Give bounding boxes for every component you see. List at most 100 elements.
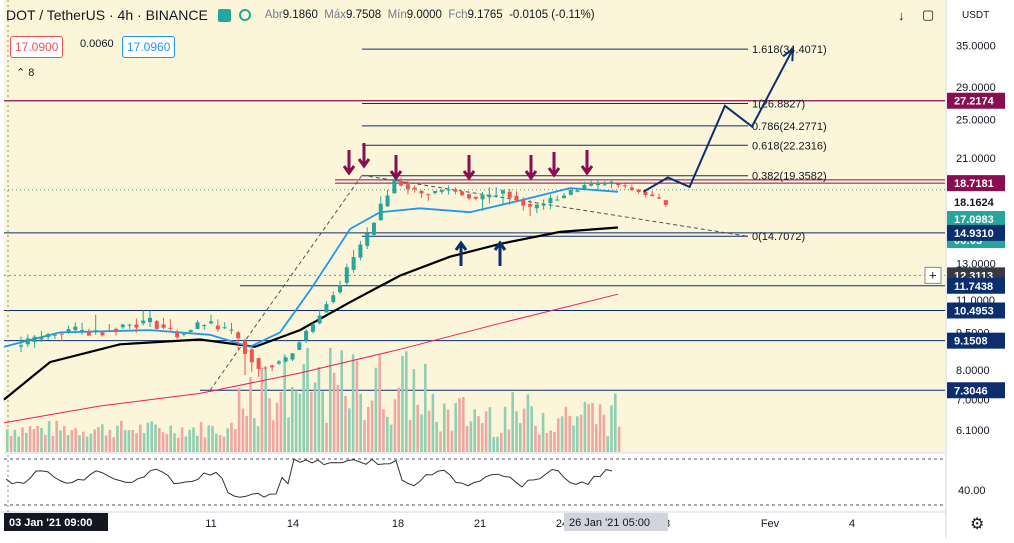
candle-body[interactable] bbox=[127, 324, 132, 326]
candle-body[interactable] bbox=[521, 199, 526, 206]
candle-body[interactable] bbox=[181, 333, 186, 335]
candle-body[interactable] bbox=[229, 329, 234, 331]
candle-body[interactable] bbox=[276, 361, 281, 364]
candle-body[interactable] bbox=[39, 336, 44, 340]
candle-body[interactable] bbox=[595, 182, 600, 186]
sell-signal-arrow[interactable] bbox=[547, 152, 561, 178]
candle-body[interactable] bbox=[209, 321, 214, 324]
candle-body[interactable] bbox=[473, 196, 478, 199]
candle-body[interactable] bbox=[134, 324, 139, 328]
candle-body[interactable] bbox=[399, 181, 404, 186]
market-status-icon[interactable] bbox=[217, 8, 231, 22]
candle-body[interactable] bbox=[310, 324, 315, 332]
candle-body[interactable] bbox=[467, 194, 471, 199]
candle-body[interactable] bbox=[636, 189, 641, 193]
candle-body[interactable] bbox=[222, 327, 227, 329]
candle-body[interactable] bbox=[575, 190, 580, 192]
candle-body[interactable] bbox=[52, 334, 57, 336]
candle-body[interactable] bbox=[324, 304, 329, 313]
candle-body[interactable] bbox=[494, 195, 499, 197]
candle-body[interactable] bbox=[616, 183, 621, 186]
fullscreen-icon[interactable]: ▢ bbox=[922, 7, 935, 22]
candle-body[interactable] bbox=[629, 187, 634, 191]
candle-body[interactable] bbox=[582, 185, 587, 189]
sell-signal-arrow[interactable] bbox=[342, 150, 356, 176]
candle-body[interactable] bbox=[66, 328, 71, 332]
settings-gear-icon[interactable]: ⚙ bbox=[970, 516, 985, 533]
buy-price-button[interactable]: 17.0960 bbox=[122, 36, 176, 58]
candle-body[interactable] bbox=[358, 244, 363, 258]
candle-body[interactable] bbox=[548, 198, 553, 204]
candle-body[interactable] bbox=[623, 185, 628, 187]
candle-body[interactable] bbox=[263, 367, 268, 369]
candle-body[interactable] bbox=[338, 285, 343, 293]
candle-body[interactable] bbox=[73, 326, 78, 331]
indicators-toggle[interactable]: ⌃ 8 bbox=[16, 67, 35, 79]
candle-body[interactable] bbox=[168, 327, 173, 329]
candle-body[interactable] bbox=[249, 349, 254, 363]
download-arrow-icon[interactable]: ↓ bbox=[898, 8, 905, 23]
candle-body[interactable] bbox=[439, 189, 444, 192]
candle-body[interactable] bbox=[59, 333, 64, 335]
buy-signal-arrow[interactable] bbox=[493, 240, 507, 266]
candle-body[interactable] bbox=[114, 328, 119, 332]
candle-body[interactable] bbox=[317, 315, 322, 324]
candle-body[interactable] bbox=[562, 195, 566, 198]
candle-body[interactable] bbox=[412, 187, 417, 190]
candle-body[interactable] bbox=[650, 194, 655, 197]
candle-body[interactable] bbox=[154, 321, 159, 329]
candle-body[interactable] bbox=[378, 203, 383, 221]
candle-body[interactable] bbox=[107, 330, 112, 332]
candle-body[interactable] bbox=[480, 195, 485, 200]
candle-body[interactable] bbox=[19, 345, 23, 347]
candle-body[interactable] bbox=[148, 317, 152, 323]
candle-body[interactable] bbox=[426, 194, 431, 196]
candle-body[interactable] bbox=[32, 336, 37, 342]
candle-body[interactable] bbox=[657, 197, 662, 199]
candle-body[interactable] bbox=[304, 330, 309, 341]
candle-body[interactable] bbox=[365, 233, 370, 246]
candle-body[interactable] bbox=[453, 189, 458, 192]
candle-body[interactable] bbox=[86, 331, 91, 336]
candle-body[interactable] bbox=[446, 189, 451, 191]
candle-body[interactable] bbox=[351, 257, 356, 270]
candle-body[interactable] bbox=[385, 195, 390, 207]
candle-body[interactable] bbox=[541, 204, 546, 206]
add-alert-button[interactable] bbox=[924, 266, 942, 284]
candle-body[interactable] bbox=[371, 222, 376, 235]
sell-signal-arrow[interactable] bbox=[462, 155, 476, 181]
candle-body[interactable] bbox=[215, 325, 220, 330]
candle-body[interactable] bbox=[460, 191, 465, 196]
candle-body[interactable] bbox=[256, 358, 261, 369]
candle-body[interactable] bbox=[270, 365, 275, 368]
sell-signal-arrow[interactable] bbox=[357, 143, 371, 169]
candle-body[interactable] bbox=[555, 199, 560, 201]
candle-body[interactable] bbox=[487, 194, 492, 198]
sell-signal-arrow[interactable] bbox=[524, 155, 538, 181]
candle-body[interactable] bbox=[243, 340, 247, 354]
candle-body[interactable] bbox=[419, 190, 424, 194]
candle-body[interactable] bbox=[93, 330, 98, 332]
candle-body[interactable] bbox=[528, 204, 533, 207]
candle-body[interactable] bbox=[589, 184, 594, 186]
candle-body[interactable] bbox=[195, 322, 200, 329]
candle-body[interactable] bbox=[297, 342, 302, 350]
candle-body[interactable] bbox=[331, 295, 336, 303]
eye-icon[interactable] bbox=[238, 9, 251, 21]
candle-body[interactable] bbox=[568, 189, 573, 195]
candle-body[interactable] bbox=[344, 267, 349, 283]
candle-body[interactable] bbox=[290, 353, 295, 360]
buy-signal-arrow[interactable] bbox=[454, 240, 468, 266]
candle-body[interactable] bbox=[602, 184, 607, 186]
candle-body[interactable] bbox=[25, 338, 30, 345]
candle-body[interactable] bbox=[120, 324, 125, 328]
candle-body[interactable] bbox=[534, 204, 539, 209]
candle-body[interactable] bbox=[392, 180, 397, 194]
sell-signal-arrow[interactable] bbox=[389, 155, 403, 181]
candle-body[interactable] bbox=[80, 330, 85, 332]
sell-price-button[interactable]: 17.0900 bbox=[10, 36, 64, 58]
candle-body[interactable] bbox=[643, 191, 648, 195]
candle-body[interactable] bbox=[236, 332, 241, 339]
candle-body[interactable] bbox=[46, 334, 51, 338]
